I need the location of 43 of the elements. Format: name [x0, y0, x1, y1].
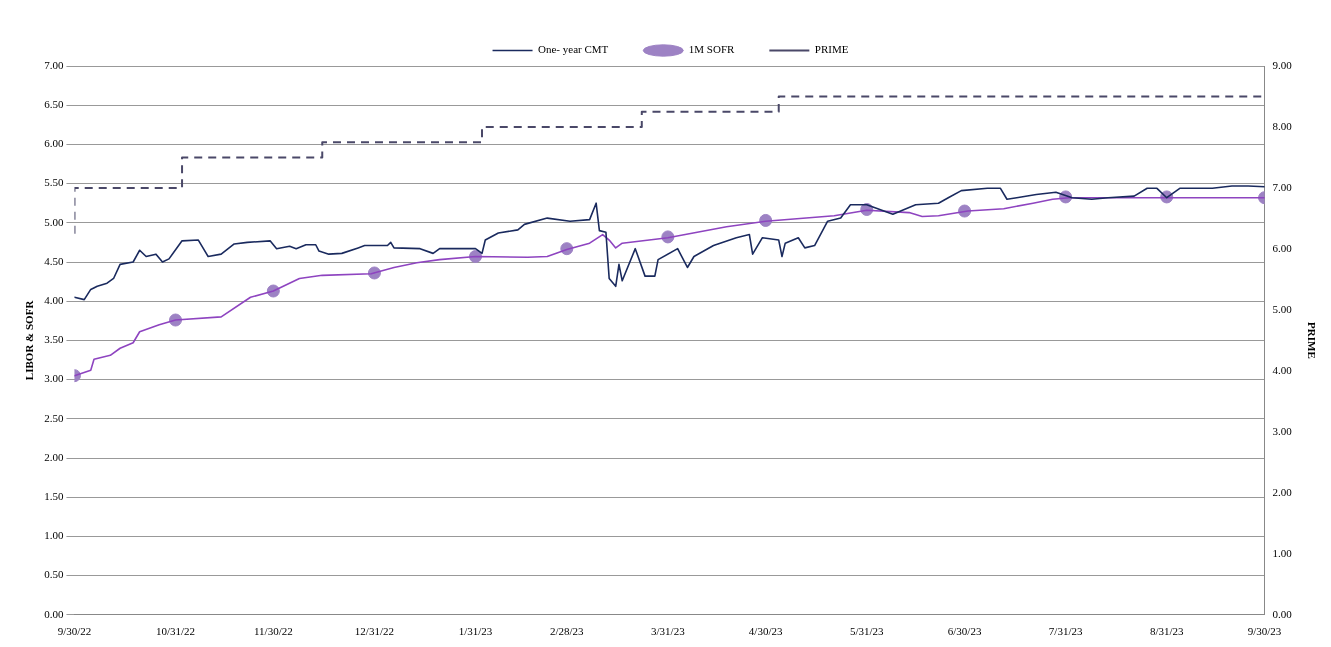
- y-tick-label: 3.00: [44, 372, 64, 385]
- x-tick-label: 12/31/22: [354, 625, 394, 638]
- y2-tick-label: 5.00: [1272, 302, 1293, 315]
- y2-tick-label: 9.00: [1272, 58, 1293, 71]
- y-tick-label: 0.50: [44, 568, 64, 581]
- x-tick-label: 11/30/22: [253, 625, 293, 638]
- x-tick-label: 3/31/23: [651, 625, 686, 638]
- x-tick-label: 6/30/23: [947, 625, 982, 638]
- y-tick-label: 2.50: [44, 411, 64, 424]
- x-tick-label: 1/31/23: [458, 625, 493, 638]
- y-tick-label: 6.50: [44, 98, 64, 111]
- x-tick-label: 9/30/22: [57, 625, 92, 638]
- y2-tick-label: 0.00: [1272, 607, 1293, 620]
- y2-tick-label: 3.00: [1272, 424, 1293, 437]
- y-tick-label: 7.00: [44, 58, 64, 71]
- y2-tick-label: 2.00: [1272, 485, 1293, 498]
- legend-label: 1M SOFR: [688, 43, 735, 56]
- y-tick-label: 5.50: [44, 176, 64, 189]
- y-tick-label: 1.50: [44, 490, 64, 503]
- y2-axis-title: PRIME: [1305, 322, 1318, 359]
- y2-tick-label: 6.00: [1272, 241, 1293, 254]
- x-tick-label: 9/30/23: [1247, 625, 1282, 638]
- y-tick-label: 3.50: [44, 333, 64, 346]
- y2-tick-label: 8.00: [1272, 119, 1293, 132]
- y-tick-label: 5.00: [44, 215, 64, 228]
- x-tick-label: 2/28/23: [549, 625, 585, 638]
- x-tick-label: 4/30/23: [748, 625, 783, 638]
- y-tick-label: 0.00: [44, 607, 64, 620]
- x-tick-label: 5/31/23: [849, 625, 885, 638]
- y-tick-label: 4.50: [44, 254, 64, 267]
- y-tick-label: 1.00: [44, 529, 64, 542]
- legend-label: One- year CMT: [538, 43, 609, 56]
- y-axis-title: LIBOR & SOFR: [23, 299, 36, 381]
- y-tick-label: 4.00: [44, 294, 64, 307]
- y-tick-label: 6.00: [44, 137, 64, 150]
- x-tick-label: 7/31/23: [1048, 625, 1083, 638]
- y2-tick-label: 7.00: [1272, 180, 1293, 193]
- y2-tick-label: 4.00: [1272, 363, 1293, 376]
- x-tick-label: 10/31/22: [155, 625, 196, 638]
- x-tick-label: 8/31/23: [1149, 625, 1185, 638]
- y-tick-label: 2.00: [44, 450, 64, 463]
- legend-label: PRIME: [814, 43, 849, 56]
- y2-tick-label: 1.00: [1272, 546, 1293, 559]
